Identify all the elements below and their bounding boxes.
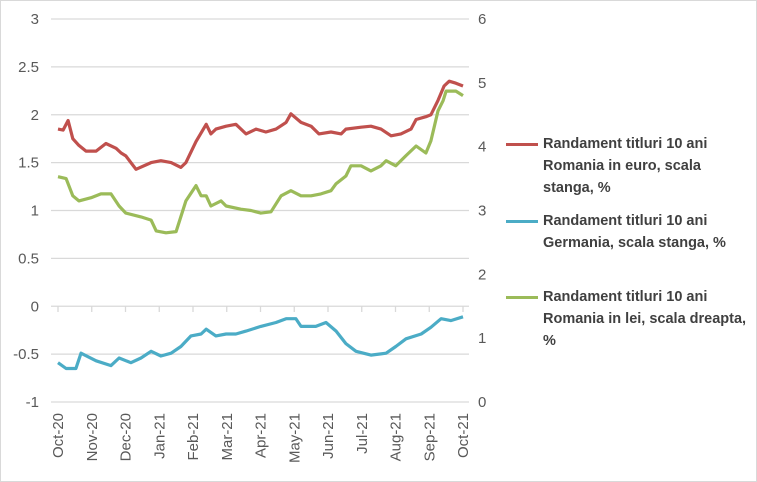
legend-swatch-red	[506, 143, 538, 146]
series-line-1	[57, 315, 464, 371]
left-tick-label: -1	[26, 394, 39, 411]
right-tick-label: 5	[478, 75, 486, 92]
left-tick-label: -0.5	[13, 346, 39, 363]
right-tick-label: 1	[478, 330, 486, 347]
x-tick-label: Oct-20	[50, 413, 67, 458]
left-y-axis: 3 2.5 2 1.5 1 0.5 0 -0.5 -1	[13, 11, 39, 411]
left-tick-label: 3	[31, 11, 39, 28]
left-tick-label: 2	[31, 107, 39, 124]
left-tick-label: 2.5	[18, 59, 39, 76]
right-tick-label: 2	[478, 266, 486, 283]
x-tick-label: Jun-21	[320, 413, 337, 459]
right-y-axis: 6 5 4 3 2 1 0	[478, 11, 486, 411]
legend-label: Randament titluri 10 ani Romania in lei,…	[543, 289, 747, 349]
x-tick-label: Jul-21	[354, 413, 371, 454]
x-tick-label: Sep-21	[421, 413, 438, 461]
legend-label: Randament titluri 10 ani Romania in euro…	[543, 136, 708, 196]
series-line-2	[57, 89, 464, 235]
x-tick-label: Nov-20	[84, 413, 101, 461]
x-tick-label: Mar-21	[219, 413, 236, 461]
x-tick-label: Apr-21	[253, 413, 270, 458]
x-tick-label: Jan-21	[151, 413, 168, 459]
legend-label: Randament titluri 10 ani Germania, scala…	[543, 213, 726, 251]
right-tick-label: 4	[478, 139, 486, 156]
x-tick-label: Aug-21	[388, 413, 405, 461]
x-tick-label: May-21	[286, 413, 303, 463]
series-lines	[57, 79, 464, 371]
right-tick-label: 0	[478, 394, 486, 411]
x-axis: Oct-20 Nov-20 Dec-20 Jan-21 Feb-21 Mar-21 Apr-…	[50, 306, 472, 463]
left-tick-label: 0.5	[18, 250, 39, 267]
right-tick-label: 6	[478, 11, 486, 28]
legend-swatch-blue	[506, 220, 538, 223]
x-tick-label: Oct-21	[455, 413, 472, 458]
left-tick-label: 0	[31, 298, 39, 315]
left-tick-label: 1	[31, 203, 39, 220]
legend-swatch-green	[506, 296, 538, 299]
gridlines	[51, 18, 469, 403]
left-tick-label: 1.5	[18, 155, 39, 172]
right-tick-label: 3	[478, 203, 486, 220]
x-tick-label: Feb-21	[185, 413, 202, 461]
series-line-0	[57, 79, 464, 171]
x-tick-label: Dec-20	[118, 413, 135, 461]
